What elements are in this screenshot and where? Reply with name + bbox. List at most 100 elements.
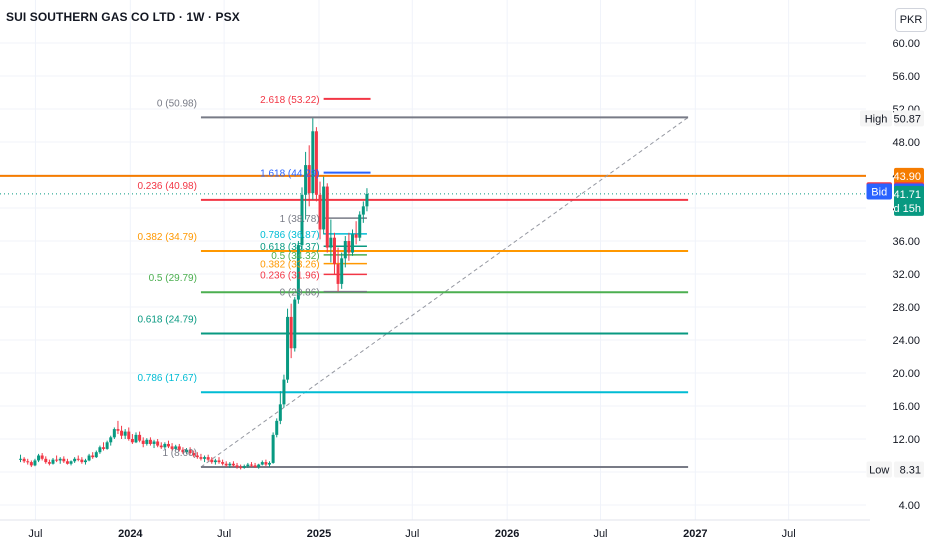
time-tick-label: Jul: [405, 528, 419, 540]
candle-body: [65, 461, 69, 464]
price-label-value: 43.90: [893, 171, 921, 183]
time-tick-label: 2025: [307, 528, 331, 540]
candle-body: [181, 449, 185, 453]
candle-body: [156, 441, 160, 446]
price-tick-label: 16.00: [892, 401, 920, 413]
candle-body: [166, 443, 170, 447]
candle-body: [253, 465, 257, 468]
price-tag-high: [860, 110, 892, 127]
candle-body: [94, 452, 98, 458]
candle-body: [47, 462, 51, 464]
candle-body: [343, 241, 347, 259]
time-tick-label: 2024: [118, 528, 143, 540]
candle-body: [314, 131, 318, 195]
fib-level-label: 0.786 (17.67): [137, 373, 197, 384]
candle-body: [278, 404, 282, 421]
candle-body: [120, 430, 124, 436]
candle-body: [293, 299, 297, 349]
candle-body: [98, 447, 102, 453]
candle-body: [170, 446, 174, 449]
fib-small-level-label: 0.786 (36.87): [260, 230, 320, 241]
candle-body: [87, 455, 91, 461]
candle-body: [322, 186, 326, 230]
candle-body: [286, 316, 290, 380]
candle-body: [210, 459, 214, 463]
candle-body: [195, 455, 199, 458]
price-tag-text: Low: [869, 464, 889, 476]
candle-body: [365, 193, 369, 207]
candle-body: [242, 466, 246, 468]
price-tag-low: [866, 461, 892, 478]
candle-body: [300, 194, 304, 246]
price-tick-label: 32.00: [892, 269, 920, 281]
candle-body: [177, 446, 181, 450]
candle-body: [260, 462, 264, 465]
time-tick-label: 2026: [495, 528, 519, 540]
candle-body: [307, 165, 311, 194]
candle-body: [192, 453, 196, 456]
time-tick-label: Jul: [28, 528, 42, 540]
candle-body: [351, 234, 355, 253]
candle-body: [329, 237, 333, 248]
candle-body: [347, 241, 351, 253]
candle-body: [304, 165, 308, 195]
candle-body: [40, 455, 44, 459]
candle-body: [19, 458, 23, 460]
candle-body: [58, 458, 62, 461]
candle-body: [325, 186, 329, 248]
fib-level-label: 0.382 (34.79): [137, 232, 197, 243]
candle-body: [336, 264, 340, 284]
fib-level-label: 1 (8.60): [162, 448, 196, 459]
candle-body: [55, 459, 59, 461]
candle-body: [224, 463, 228, 466]
time-axis[interactable]: Jul 2024 Jul 2025 Jul 2026 Jul 2027 Jul: [0, 519, 870, 540]
candle-body: [44, 458, 48, 463]
candle-body: [203, 457, 207, 459]
candle-body: [102, 447, 106, 449]
candle-body: [29, 462, 33, 466]
candle-body: [332, 237, 336, 265]
candle-body: [257, 464, 261, 468]
fib-level-label: 0 (50.98): [157, 98, 197, 109]
candle-body: [206, 457, 210, 460]
candle-series: [19, 118, 369, 470]
candle-body: [318, 194, 322, 230]
candle-body: [235, 465, 239, 468]
fib-small-level-label: 0.5 (34.32): [271, 251, 319, 262]
fib-small-level-label: 1 (38.78): [280, 214, 320, 225]
candle-body: [282, 379, 286, 405]
price-label-high: [894, 110, 924, 127]
candle-body: [275, 420, 279, 435]
candle-body: [311, 131, 315, 194]
price-tick-label: 20.00: [892, 368, 920, 380]
price-axis[interactable]: 60.0056.0052.0048.0044.0040.0036.0032.00…: [860, 0, 932, 550]
time-tick-label: Jul: [782, 528, 796, 540]
price-tick-label: 56.00: [892, 71, 920, 83]
price-label-value: 50.87: [893, 113, 921, 125]
candle-body: [239, 467, 243, 469]
drawings-labels: 0 (50.98) 0.236 (40.98) 0.382 (34.79) 0.5 (…: [137, 95, 319, 459]
fib-small-level-label: 0.382 (33.26): [260, 260, 320, 271]
chart-title: SUI SOUTHERN GAS CO LTD · 1W · PSX: [6, 10, 240, 24]
candle-body: [69, 461, 73, 464]
time-tick-label: 2027: [683, 528, 707, 540]
fib-level-label: 0.236 (40.98): [137, 181, 197, 192]
currency-button[interactable]: PKR: [895, 8, 927, 32]
candle-body: [73, 458, 77, 462]
candle-body: [109, 437, 113, 443]
candle-body: [116, 429, 120, 431]
trend-line: [200, 117, 689, 468]
candle-body: [112, 429, 116, 438]
candle-body: [105, 442, 109, 449]
candle-body: [83, 460, 87, 463]
candle-body: [354, 234, 358, 238]
candle-body: [174, 446, 178, 449]
candle-body: [340, 258, 344, 284]
price-label-countdown: 3d 15h: [887, 203, 921, 215]
fib-small-level-label: 0.618 (35.37): [260, 242, 320, 253]
candle-body: [296, 245, 300, 300]
candle-body: [289, 316, 293, 349]
candle-body: [26, 461, 30, 463]
